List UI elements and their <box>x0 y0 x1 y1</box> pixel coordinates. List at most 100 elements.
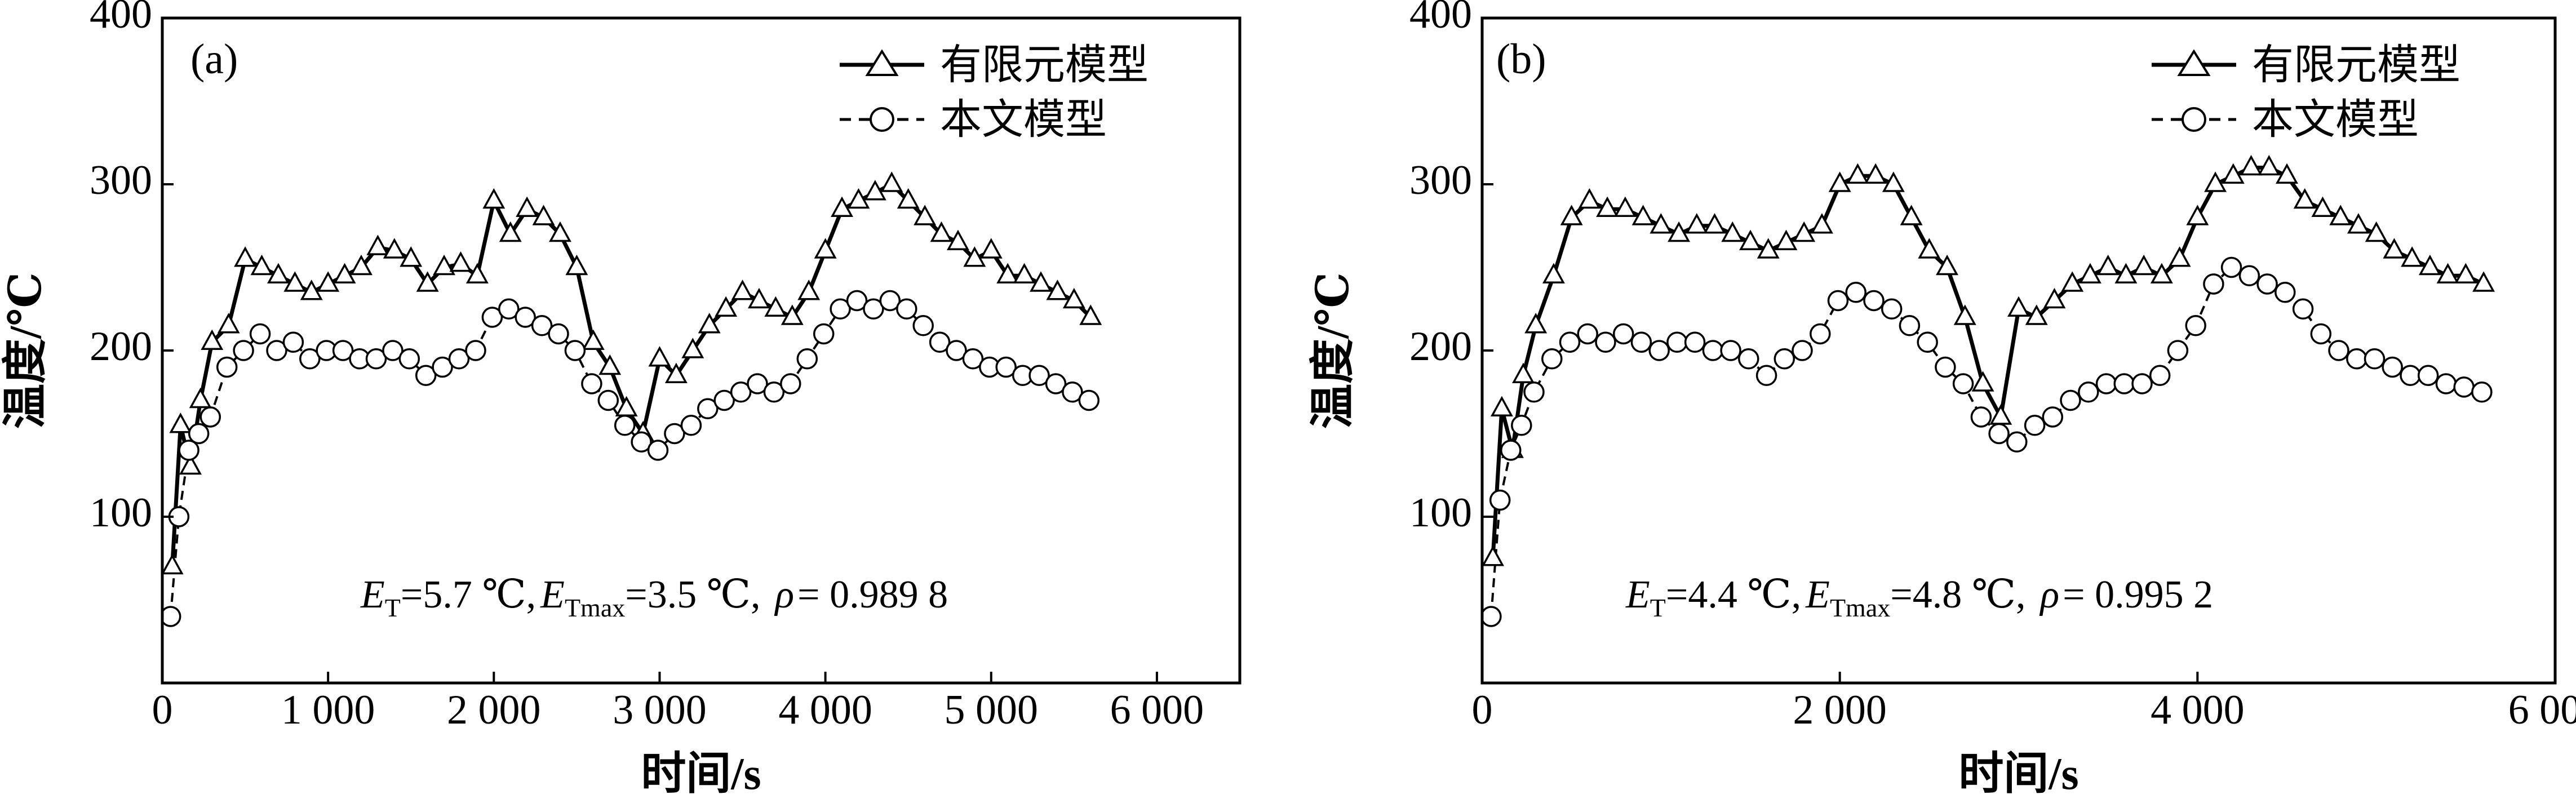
legend-b: 有限元模型 本文模型 <box>2152 42 2460 143</box>
fem-point <box>2061 271 2084 292</box>
fem-point <box>979 238 1003 259</box>
model-point <box>1045 373 1067 394</box>
fem-point <box>189 387 212 409</box>
fem-point <box>914 205 937 225</box>
model-point <box>2042 406 2064 428</box>
fem-point <box>2186 205 2209 225</box>
fem-point <box>283 271 307 292</box>
fem-point <box>1936 254 1959 276</box>
model-point <box>1489 489 1511 511</box>
model-point <box>2220 256 2242 278</box>
x-tick-label: 6 000 <box>2508 687 2576 733</box>
fem-point <box>2204 171 2227 192</box>
model-point <box>1755 365 1777 387</box>
fem-point <box>2114 263 2138 283</box>
series-model-line-b <box>1489 266 2482 617</box>
model-point <box>199 406 221 428</box>
fem-point <box>1030 271 1052 292</box>
fem-point <box>2132 254 2156 276</box>
fem-point <box>516 196 539 217</box>
fem-point <box>963 246 986 267</box>
fem-point <box>2007 296 2030 317</box>
fem-point <box>2222 163 2245 184</box>
model-point <box>713 389 735 411</box>
model-point <box>1595 331 1616 353</box>
fem-point <box>1542 263 1565 283</box>
model-point <box>1523 381 1545 403</box>
y-tick-label: 200 <box>90 323 152 370</box>
fem-point <box>797 280 821 300</box>
y-tick-label: 300 <box>1409 157 1472 203</box>
model-point <box>216 356 238 378</box>
fem-point <box>1685 213 1708 234</box>
fem-point <box>1864 163 1887 184</box>
model-point <box>1988 423 2010 445</box>
model-point <box>282 331 304 353</box>
model-point <box>680 415 702 436</box>
y-axis-label-b: 温度/℃ <box>1309 272 1358 429</box>
fem-point <box>482 188 506 209</box>
fem-point <box>2276 163 2298 184</box>
fem-point <box>234 246 257 267</box>
fem-point <box>532 205 555 225</box>
model-point <box>2417 365 2439 387</box>
panel-label-b: (b) <box>1496 36 1546 83</box>
model-point <box>2435 373 2457 394</box>
model-point <box>2203 273 2224 295</box>
model-point <box>1577 323 1598 345</box>
fem-point <box>1703 213 1726 234</box>
model-point <box>1720 340 1741 361</box>
model-point <box>2149 365 2171 387</box>
fem-point <box>1560 205 1583 225</box>
y-tick-label: 200 <box>1409 323 1472 370</box>
x-axis-label-a: 时间/s <box>641 749 761 799</box>
legend-circle-marker <box>2182 107 2206 132</box>
model-point <box>2274 282 2296 303</box>
model-point <box>1702 340 1724 361</box>
model-point <box>2292 298 2314 320</box>
fem-point <box>162 553 184 575</box>
metrics-annotation-b: ET=4.4 ℃, ETmax=4.8 ℃, ρ= 0.995 2 <box>1625 573 2213 622</box>
fem-point <box>1828 171 1851 192</box>
model-point <box>2382 356 2403 378</box>
model-point <box>2364 348 2386 370</box>
model-point <box>432 356 453 378</box>
model-point <box>1774 348 1795 370</box>
model-point <box>415 365 437 387</box>
model-point <box>2346 348 2367 370</box>
series-fem-markers-b <box>1482 154 2495 566</box>
model-point <box>398 348 420 370</box>
model-point <box>631 431 652 453</box>
y-tick-label: 300 <box>90 157 152 203</box>
x-tick-label: 6 000 <box>1110 687 1204 733</box>
model-point <box>2185 315 2206 336</box>
fem-point <box>1062 287 1085 309</box>
fem-point <box>499 221 522 242</box>
model-point <box>946 340 967 361</box>
x-ticks-a: 1 000 2 000 3 000 4 000 5 000 6 000 <box>281 672 1204 733</box>
fem-point <box>2329 205 2352 225</box>
model-point <box>1078 389 1100 411</box>
fem-point <box>217 313 240 334</box>
fem-point <box>2311 196 2334 217</box>
fem-point <box>317 271 340 292</box>
fem-point <box>433 254 456 276</box>
fem-point <box>350 254 373 276</box>
model-point <box>1612 323 1634 345</box>
fem-point <box>1882 171 1905 192</box>
fem-point <box>1578 188 1601 209</box>
model-point <box>647 440 669 461</box>
fem-point <box>664 362 688 383</box>
fem-point <box>831 196 853 217</box>
fem-point <box>2078 263 2101 283</box>
model-point <box>1559 331 1581 353</box>
model-point <box>962 348 984 370</box>
fem-point <box>996 263 1019 283</box>
model-point <box>332 340 354 361</box>
fem-point <box>465 263 489 283</box>
model-point <box>1952 373 1974 394</box>
model-point <box>995 356 1017 378</box>
fem-point <box>930 221 953 242</box>
fem-point <box>1524 313 1548 334</box>
